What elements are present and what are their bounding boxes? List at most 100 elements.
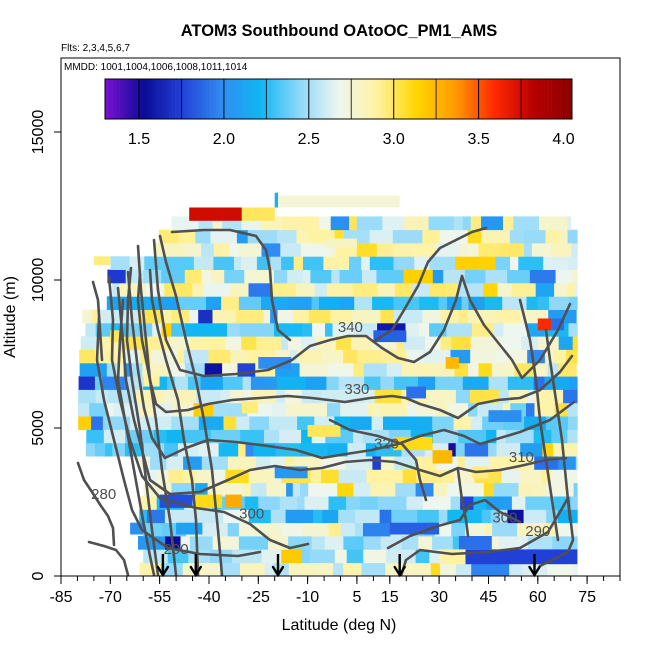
colorbar-segment: [283, 79, 287, 119]
heatmap-cell: [129, 256, 145, 270]
heatmap-cell: [196, 469, 213, 484]
heatmap-cell: [380, 376, 395, 390]
heatmap-cell: [529, 269, 556, 284]
colorbar-segment: [522, 79, 526, 119]
heatmap-cell: [212, 309, 237, 324]
heatmap-cell: [241, 207, 275, 221]
heatmap-cell: [507, 509, 524, 524]
heatmap-cell: [377, 496, 407, 510]
heatmap-cell: [415, 549, 430, 564]
colorbar-segment: [446, 79, 450, 119]
colorbar-segment: [353, 79, 357, 119]
heatmap-cell: [343, 562, 362, 576]
heatmap-cell: [360, 496, 379, 510]
heatmap-cell: [304, 496, 329, 510]
colorbar-segment: [110, 79, 115, 119]
heatmap-cell: [382, 216, 405, 231]
heatmap-cell: [415, 482, 434, 497]
heatmap-cell: [204, 362, 223, 377]
colorbar-segment: [175, 79, 179, 119]
heatmap-cell: [161, 322, 172, 337]
heatmap-cell: [549, 296, 570, 310]
dates-subtitle: MMDD: 1001,1004,1006,1008,1011,1014: [64, 62, 248, 73]
x-axis-tick-label: 15: [381, 589, 399, 606]
heatmap-cell: [545, 229, 561, 244]
heatmap-cell: [86, 429, 105, 444]
colorbar-segment: [277, 79, 281, 119]
heatmap-cell: [164, 283, 193, 297]
heatmap-cell: [299, 362, 328, 377]
heatmap-cell: [248, 283, 273, 297]
heatmap-cell: [572, 269, 578, 284]
colorbar-segment: [385, 79, 389, 119]
heatmap-cell: [439, 229, 469, 244]
heatmap-cell: [223, 416, 237, 430]
heatmap-cell: [230, 536, 240, 550]
colorbar-segment: [525, 79, 529, 119]
colorbar-segment: [417, 79, 421, 119]
heatmap-cell: [138, 536, 166, 550]
heatmap-cell: [177, 296, 207, 310]
colorbar-segment: [475, 79, 479, 119]
heatmap-cell: [264, 376, 278, 390]
colorbar-segment: [458, 79, 462, 119]
heatmap-cell: [469, 509, 483, 524]
heatmap-cell: [168, 469, 184, 484]
heatmap-cell: [180, 536, 191, 550]
heatmap-cell: [303, 256, 324, 270]
heatmap-cell: [244, 496, 259, 510]
heatmap-cell: [176, 522, 203, 535]
heatmap-cell: [462, 376, 489, 390]
heatmap-cell: [184, 269, 202, 284]
heatmap-cell: [537, 296, 550, 310]
heatmap-cell: [303, 269, 311, 284]
colorbar-segment: [393, 79, 398, 119]
heatmap-cell: [380, 456, 395, 470]
heatmap-cell: [464, 269, 486, 284]
heatmap-cell: [511, 496, 526, 510]
heatmap-cell: [350, 416, 373, 430]
heatmap-cell: [571, 243, 578, 257]
colorbar-segment: [201, 79, 205, 119]
heatmap-cell: [213, 256, 235, 270]
colorbar-segment: [309, 79, 313, 119]
colorbar-segment: [469, 79, 474, 119]
colorbar-segment: [341, 79, 345, 119]
heatmap-cell: [306, 402, 328, 417]
heatmap-cell: [484, 522, 493, 537]
heatmap-cell: [339, 296, 355, 310]
heatmap-cell: [301, 549, 311, 564]
colorbar-segment: [420, 79, 424, 119]
heatmap-cell: [569, 376, 578, 390]
heatmap-cell: [351, 336, 373, 350]
heatmap-cell: [523, 509, 547, 524]
heatmap-cell: [251, 389, 277, 404]
heatmap-cell: [503, 322, 528, 337]
contour-label: 300: [239, 505, 264, 522]
colorbar-segment: [297, 79, 301, 119]
heatmap-cell: [247, 229, 278, 244]
heatmap-cell: [550, 318, 565, 331]
heatmap-cell: [279, 429, 302, 444]
heatmap-cell: [161, 269, 186, 284]
heatmap-cell: [428, 389, 457, 404]
y-axis-label: Altitude (m): [2, 276, 19, 358]
heatmap-cell: [266, 522, 281, 537]
heatmap-cell: [261, 549, 282, 564]
colorbar: 1.5 2.0 2.5 3.0 3.5 4.0: [104, 78, 575, 148]
heatmap-cell: [284, 456, 295, 470]
colorbar-segment: [484, 79, 488, 119]
heatmap-cell: [403, 336, 426, 350]
colorbar-segment: [464, 79, 468, 119]
heatmap-cell: [501, 469, 521, 484]
heatmap-cell: [391, 509, 418, 524]
heatmap-cell: [212, 216, 223, 231]
heatmap-cell: [93, 256, 111, 266]
heatmap-cell: [443, 269, 466, 284]
colorbar-segment: [105, 79, 109, 119]
heatmap-cell: [551, 429, 568, 444]
heatmap-cell: [107, 269, 127, 284]
colorbar-segment: [428, 79, 433, 119]
heatmap-cell: [313, 509, 323, 524]
heatmap-cell: [120, 322, 129, 337]
